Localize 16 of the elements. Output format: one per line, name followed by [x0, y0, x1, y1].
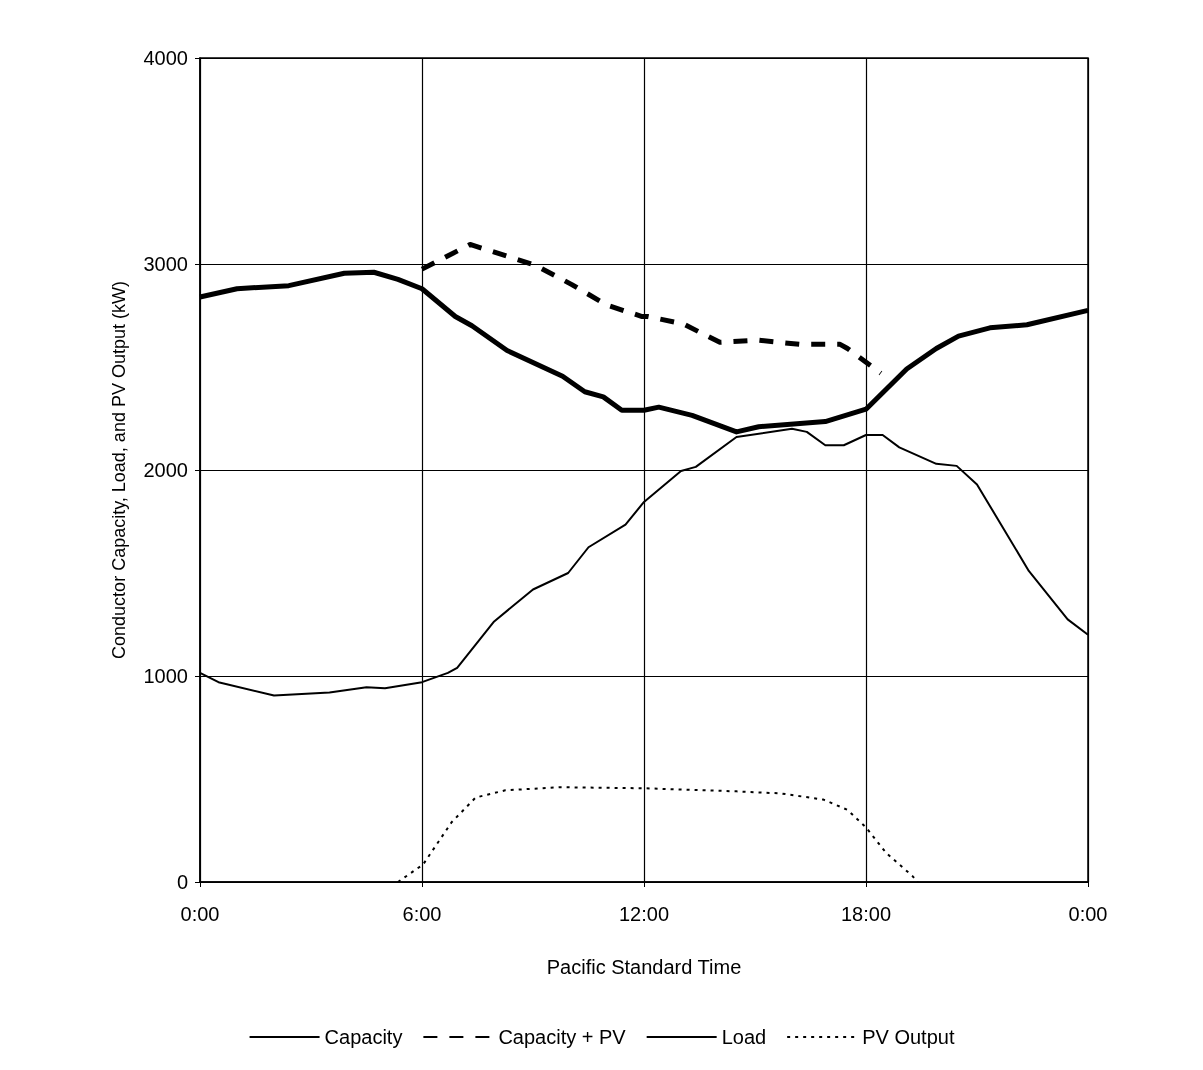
y-tick-label: 3000	[143, 253, 188, 275]
x-tick-label: 0:00	[180, 903, 220, 925]
legend-label: Load	[721, 1026, 767, 1048]
x-tick-label: 0:00	[1068, 903, 1108, 925]
x-tick-label: 18:00	[840, 903, 892, 925]
x-tick-label: 12:00	[618, 903, 670, 925]
legend-label: PV Output	[862, 1026, 955, 1048]
y-tick-label: 2000	[143, 459, 188, 481]
x-tick-label: 6:00	[402, 903, 442, 925]
x-axis-title: Pacific Standard Time	[546, 956, 742, 978]
y-tick-label: 0	[176, 871, 188, 893]
legend-label: Capacity	[324, 1026, 403, 1048]
y-axis-title: Conductor Capacity, Load, and PV Output (kW)	[109, 281, 129, 659]
y-tick-label: 1000	[143, 665, 188, 687]
legend-label: Capacity + PV	[498, 1026, 627, 1048]
y-tick-label: 4000	[143, 47, 188, 69]
